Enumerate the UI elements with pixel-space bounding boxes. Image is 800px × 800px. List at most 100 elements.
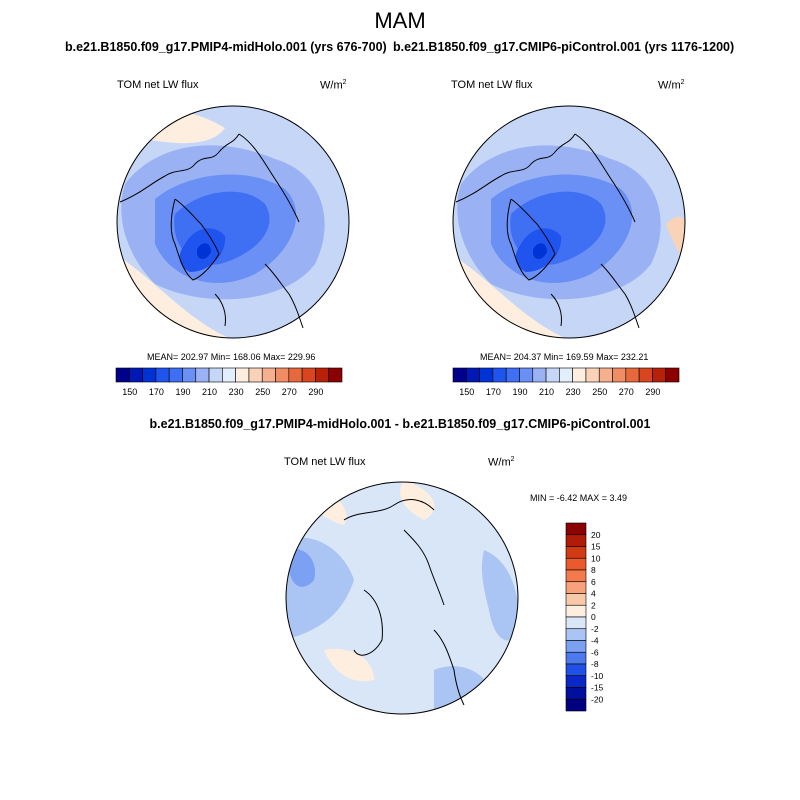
panel-1-colorbar-tick-label: 230 — [229, 387, 244, 397]
difference-negative-region-e — [481, 550, 518, 641]
difference-title: b.e21.B1850.f09_g17.PMIP4-midHolo.001 - … — [149, 417, 651, 431]
difference-colorbar-level-label: 2 — [591, 600, 596, 610]
panel-1-colorbar-box — [168, 367, 183, 383]
panel-2-colorbar-box — [625, 367, 640, 383]
panel-2-colorbar-tick-label: 190 — [512, 387, 527, 397]
panel-2-colorbar-tick-label: 170 — [486, 387, 501, 397]
difference-colorbar-box — [565, 557, 587, 571]
difference-colorbar-level-label: 0 — [591, 612, 596, 622]
panel-2-colorbar-tick-label: 230 — [566, 387, 581, 397]
difference-colorbar-box — [565, 698, 587, 712]
panel-2-colorbar-tick-label: 210 — [539, 387, 554, 397]
panel-1-colorbar-box — [142, 367, 157, 383]
difference-colorbar-box — [565, 687, 587, 700]
difference-colorbar-level-label: -20 — [591, 694, 604, 704]
difference-colorbar-level-label: -4 — [591, 636, 599, 646]
difference-negative-core-w — [289, 549, 315, 587]
panel-2-colorbar-box — [465, 367, 480, 383]
difference-colorbar-box — [565, 534, 587, 547]
difference-colorbar-level-label: 20 — [591, 530, 601, 540]
difference-colorbar-box — [565, 581, 587, 594]
panel-1-colorbar-tick-label: 150 — [122, 387, 137, 397]
difference-colorbar-box — [565, 522, 587, 536]
difference-colorbar-box — [565, 651, 587, 665]
panel-2-colorbar-box — [519, 367, 534, 383]
difference-colorbar-box — [565, 675, 587, 688]
panel-1-colorbar-box — [235, 367, 250, 383]
difference-variable-label: TOM net LW flux — [284, 456, 366, 468]
panel-2-colorbar-box — [559, 367, 573, 383]
panel-1-map-boundary — [116, 105, 350, 339]
panel-2-colorbar-box — [638, 367, 653, 383]
panel-1-colorbar-box — [208, 367, 223, 383]
panel-1-colorbar-box — [222, 367, 236, 383]
panel-1-polar-map — [116, 105, 350, 339]
panel-1-colorbar-box — [328, 367, 343, 383]
panel-1-colorbar-box — [115, 367, 130, 383]
panel-1-colorbar-tick-label: 210 — [202, 387, 217, 397]
difference-colorbar-level-label: -8 — [591, 659, 599, 669]
panel-1-colorbar-box — [155, 367, 170, 383]
difference-colorbar-level-label: 6 — [591, 577, 596, 587]
panel-1-units-label: W/m2 — [320, 79, 347, 92]
panel-1-colorbar-tick-label: 270 — [282, 387, 297, 397]
panel-2-map-boundary — [452, 105, 686, 339]
panel-2-colorbar-box — [492, 367, 507, 383]
difference-map-boundary — [285, 481, 519, 715]
panel-1-colorbar-tick-label: 250 — [255, 387, 270, 397]
difference-colorbar-box — [565, 546, 587, 559]
difference-colorbar-box — [565, 663, 587, 677]
panel-1-greenland-min — [197, 243, 211, 260]
difference-colorbar-level-label: 10 — [591, 553, 601, 563]
difference-colorbar-box — [565, 569, 587, 583]
panel-2-colorbar-box — [665, 367, 680, 383]
panel-2-colorbar-box — [479, 367, 494, 383]
panel-1-colorbar-box — [261, 367, 276, 383]
panel-1-colorbar-box — [275, 367, 290, 383]
difference-polar-map — [285, 481, 519, 715]
difference-colorbar-box — [565, 628, 587, 641]
difference-colorbar-level-label: 15 — [591, 542, 601, 552]
difference-colorbar-level-label: -10 — [591, 671, 604, 681]
panel-2-colorbar-box — [572, 367, 587, 383]
panel-2-polar-map — [452, 105, 686, 339]
panel-2-colorbar-box — [585, 367, 600, 383]
panel-2-greenland-min — [533, 243, 547, 260]
difference-colorbar-level-label: 4 — [591, 589, 596, 599]
panel-1-colorbar-tick-label: 190 — [175, 387, 190, 397]
season-title: MAM — [374, 8, 426, 33]
panel-2-colorbar-box — [532, 367, 547, 383]
panel-2-colorbar-tick-label: 290 — [645, 387, 660, 397]
panel-1-colorbar-box — [315, 367, 330, 383]
panel-2-variable-label: TOM net LW flux — [451, 79, 533, 91]
difference-positive-region-sw — [324, 649, 374, 682]
difference-units-label: W/m2 — [488, 456, 515, 469]
panel-1-colorbar-tick-label: 170 — [149, 387, 164, 397]
panel-1-colorbar-box — [288, 367, 303, 383]
panel-1-colorbar: 150 170 190 210 230 250 270 290 — [115, 367, 343, 397]
panel-2-colorbar-box — [598, 367, 613, 383]
panel-1-title: b.e21.B1850.f09_g17.PMIP4-midHolo.001 (y… — [65, 40, 387, 54]
panel-1-colorbar-box — [182, 367, 197, 383]
panel-2-colorbar: 150 170 190 210 230 250 270 290 — [452, 367, 680, 397]
panel-1-colorbar-tick-label: 290 — [308, 387, 323, 397]
difference-colorbar-level-label: 8 — [591, 565, 596, 575]
difference-colorbar-box — [565, 616, 587, 630]
panel-2-colorbar-tick-label: 270 — [619, 387, 634, 397]
panel-1-variable-label: TOM net LW flux — [117, 79, 199, 91]
difference-coastlines — [343, 499, 465, 706]
panel-2-colorbar-box — [545, 367, 560, 383]
panel-1-colorbar-box — [195, 367, 210, 383]
panel-1-stats: MEAN= 202.97 Min= 168.06 Max= 229.96 — [147, 352, 316, 362]
panel-1-colorbar-box — [301, 367, 316, 383]
panel-1-colorbar-box — [248, 367, 263, 383]
difference-colorbar-box — [565, 604, 587, 618]
difference-stats: MIN = -6.42 MAX = 3.49 — [530, 493, 628, 503]
panel-2-colorbar-box — [652, 367, 667, 383]
difference-colorbar-level-label: -2 — [591, 624, 599, 634]
panel-2-title: b.e21.B1850.f09_g17.CMIP6-piControl.001 … — [393, 40, 735, 54]
difference-colorbar-box — [565, 640, 587, 653]
panel-2-colorbar-box — [452, 367, 467, 383]
panel-2-colorbar-box — [505, 367, 520, 383]
difference-colorbar-level-label: -6 — [591, 647, 599, 657]
